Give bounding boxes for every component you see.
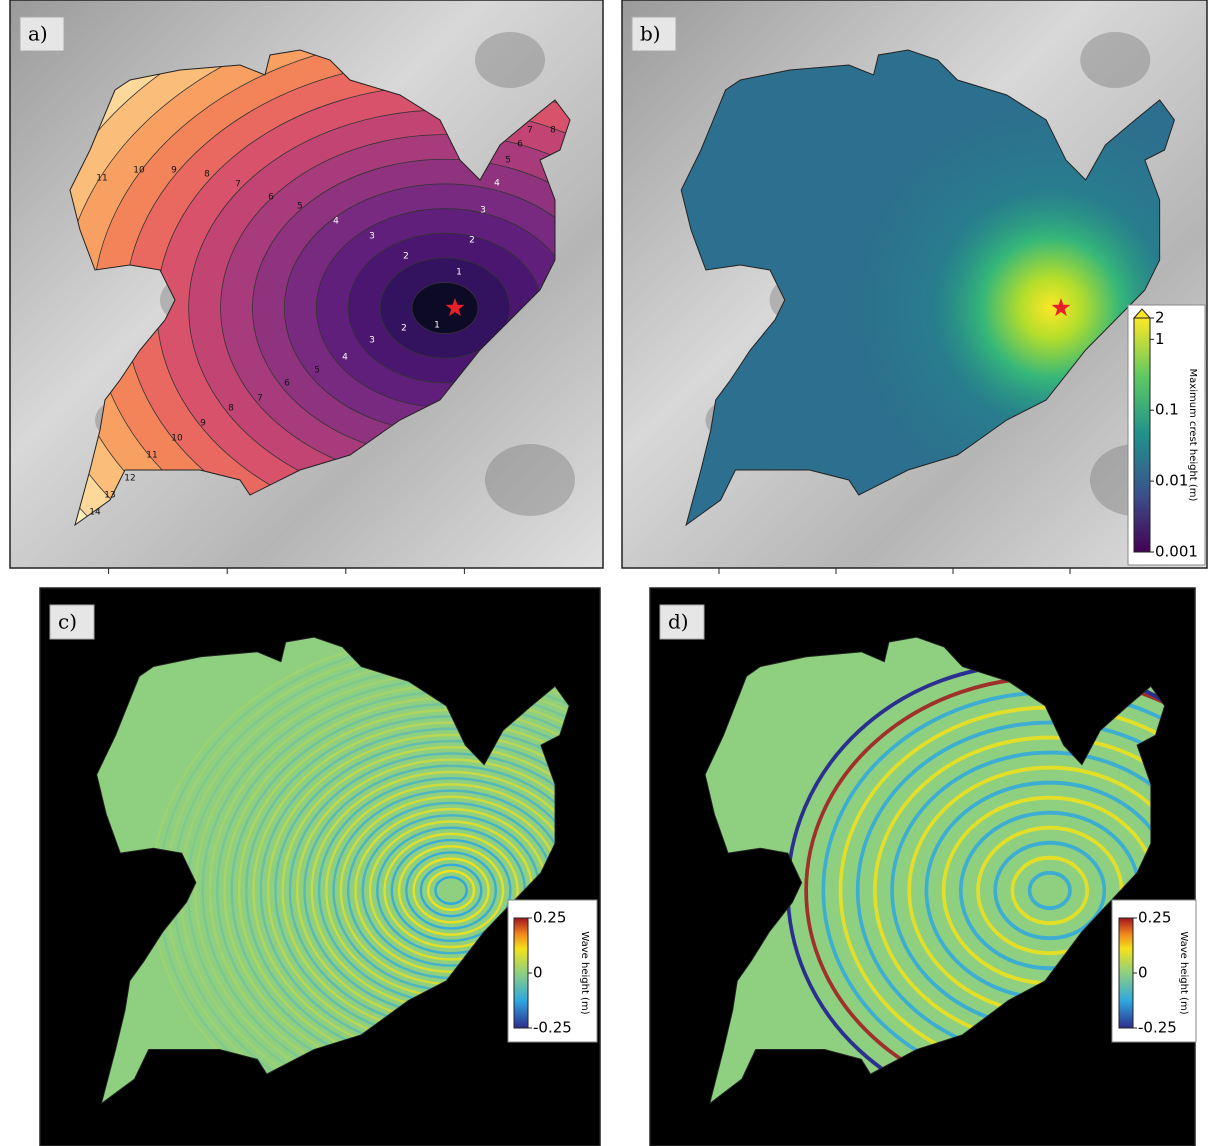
contour-label: 5	[314, 366, 320, 376]
contour-label: 3	[369, 232, 375, 242]
colorbar-tick-label: 2	[1155, 309, 1165, 327]
contour-label: 2	[403, 252, 409, 262]
contour-label: 10	[171, 434, 183, 444]
colorbar-tick-label: -0.25	[533, 1019, 572, 1037]
contour-label: 8	[228, 404, 234, 414]
wave-ring	[397, 845, 505, 936]
wave-ring	[419, 863, 483, 918]
contour-label: 13	[104, 491, 115, 501]
contour-label: 10	[133, 166, 145, 176]
colorbar-title: Wave height (m)	[579, 931, 590, 1014]
colorbar-tick-label: 0.25	[533, 909, 566, 927]
contour-label: 6	[517, 140, 523, 150]
wave-ring	[427, 869, 476, 912]
contour-label: 9	[200, 419, 206, 429]
colorbar-tick-label: 0	[1138, 964, 1148, 982]
panel-label: a)	[28, 22, 48, 46]
colorbar-title: Maximum crest height (m)	[1187, 369, 1198, 502]
wave-ring	[1027, 870, 1072, 911]
colorbar-tick-label: 0.01	[1155, 472, 1188, 490]
panel-label: b)	[640, 22, 661, 46]
contour-label: 4	[494, 179, 500, 189]
panel: c)	[39, 587, 601, 1146]
panel-label-box	[659, 604, 705, 640]
panel-label-box	[19, 16, 65, 52]
panel-frame	[9, 0, 604, 569]
panel: b)	[621, 0, 1208, 574]
contour-label: 14	[89, 508, 101, 518]
contour-label: 5	[505, 156, 511, 166]
contour-label: 3	[369, 336, 375, 346]
contour-label: 7	[235, 180, 241, 190]
contour-label: 11	[96, 174, 107, 184]
colorbar-tick-label: 0.1	[1155, 401, 1179, 419]
contour-label: 5	[297, 202, 303, 212]
panel-label: c)	[58, 610, 77, 634]
contour-label: 8	[204, 170, 210, 180]
colorbar-gradient	[1118, 917, 1134, 1029]
contour-label: 3	[480, 206, 486, 216]
epicenter-star	[1051, 298, 1071, 317]
contour-label: 11	[146, 451, 157, 461]
contour-label: 6	[268, 193, 274, 203]
contour-label: 1	[456, 268, 462, 278]
contour-label: 12	[124, 474, 135, 484]
panel-frame	[39, 587, 601, 1146]
contour-label: 6	[284, 379, 290, 389]
wave-ring	[383, 832, 519, 949]
colorbar-tick-label: 0.25	[1138, 909, 1171, 927]
terrain-shade	[475, 32, 545, 88]
contour-label: 4	[342, 353, 348, 363]
colorbar-gradient	[513, 917, 529, 1029]
contour-label: 2	[401, 324, 407, 334]
colorbar-title: Wave height (m)	[1178, 931, 1189, 1014]
wave-ring	[434, 875, 468, 905]
colorbar-extend	[1132, 308, 1152, 319]
colorbar-tick-label: 0.001	[1155, 543, 1198, 561]
contour-band	[411, 282, 479, 334]
contour-label: 7	[527, 126, 533, 136]
colorbar-tick-label: 1	[1155, 330, 1165, 348]
panel-frame	[649, 587, 1196, 1146]
terrain-shade	[1080, 32, 1151, 88]
panel: a)	[9, 0, 604, 574]
panel: d)	[649, 587, 1196, 1146]
panel-frame	[621, 0, 1208, 569]
epicenter-star	[445, 298, 465, 317]
contour-label: 2	[469, 236, 475, 246]
contour-label: 8	[550, 126, 556, 136]
contour-label: 1	[434, 321, 440, 331]
terrain-shade	[485, 444, 575, 516]
wave-ring	[412, 857, 490, 924]
wave-ring	[390, 838, 512, 943]
colorbar-gradient	[1133, 317, 1151, 553]
wave-ring	[405, 851, 497, 930]
colorbar-tick-label: 0	[533, 964, 543, 982]
panel-label-box	[631, 16, 677, 52]
colorbar: 2 1 0.1 0.01 0.001 Maximum crest height (m)	[1127, 304, 1206, 566]
colorbar: 0.25 0 -0.25 Wave height (m)	[507, 899, 598, 1043]
panel-label-box	[49, 604, 95, 640]
wave-ring	[993, 840, 1107, 941]
contour-label: 7	[257, 394, 263, 404]
contour-label: 4	[333, 217, 339, 227]
colorbar-tick-label: -0.25	[1138, 1019, 1177, 1037]
panel-label: d)	[668, 610, 689, 634]
wave-ring	[1010, 855, 1090, 926]
contour-label: 9	[171, 166, 177, 176]
